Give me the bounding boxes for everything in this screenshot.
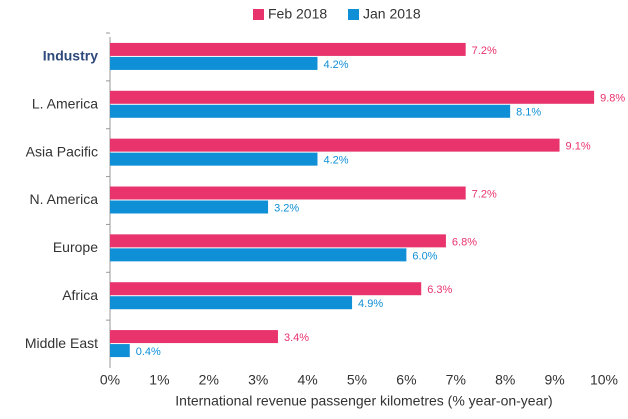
y-tick-label: L. America [32,95,98,111]
bar [110,200,269,214]
bar [110,330,278,344]
bar [110,186,466,200]
x-axis-label: International revenue passenger kilometr… [175,393,552,409]
value-label: 7.2% [472,45,497,57]
bar [110,282,422,296]
value-label: 9.8% [600,93,625,105]
value-label: 6.8% [452,236,477,248]
legend-label: Jan 2018 [363,6,421,22]
bar [110,248,407,262]
legend-swatch [348,9,359,20]
value-label: 9.1% [566,141,591,153]
bar [110,344,130,358]
value-label: 3.2% [274,202,299,214]
legend-swatch [253,9,264,20]
bar [110,42,466,56]
bar [110,152,318,166]
y-tick-label: Europe [53,239,98,255]
value-label: 7.2% [472,188,497,200]
y-tick-label: Industry [43,48,98,64]
x-tick-label: 8% [495,372,515,388]
bar [110,138,560,152]
x-tick-label: 10% [590,372,618,388]
x-tick-label: 5% [347,372,367,388]
y-tick-label: N. America [30,191,99,207]
x-tick-label: 4% [297,372,317,388]
x-tick-label: 2% [199,372,219,388]
x-tick-label: 7% [446,372,466,388]
y-tick-label: Middle East [25,335,98,351]
bar [110,56,318,70]
bar [110,296,353,310]
y-tick-label: Africa [62,287,98,303]
value-label: 4.2% [323,59,348,71]
x-tick-label: 9% [544,372,564,388]
bar [110,104,511,118]
value-label: 4.9% [358,298,383,310]
legend-label: Feb 2018 [268,6,327,22]
x-tick-label: 3% [248,372,268,388]
value-label: 0.4% [136,346,161,358]
value-label: 3.4% [284,332,309,344]
value-label: 8.1% [516,107,541,119]
bar [110,234,446,248]
bar [110,90,595,104]
value-label: 6.0% [412,250,437,262]
x-tick-label: 0% [100,372,120,388]
y-tick-label: Asia Pacific [26,143,98,159]
x-tick-label: 1% [149,372,169,388]
value-label: 6.3% [427,284,452,296]
value-label: 4.2% [323,155,348,167]
x-tick-label: 6% [396,372,416,388]
